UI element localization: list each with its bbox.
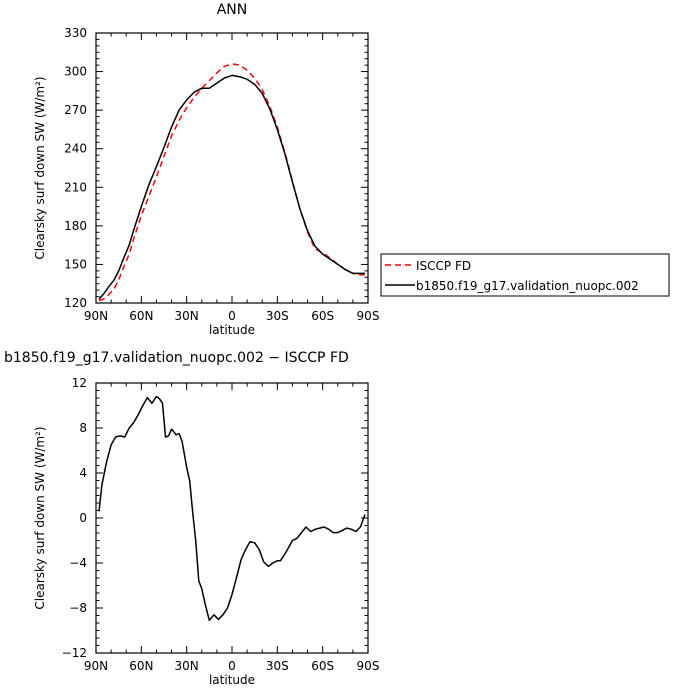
y-tick-label: 150 <box>64 257 87 271</box>
plot-frame <box>95 382 369 654</box>
x-tick-label: 30N <box>175 309 199 323</box>
y-tick-label: 4 <box>79 466 87 480</box>
x-tick-label: 60N <box>129 309 153 323</box>
x-tick-label: 30S <box>266 309 289 323</box>
y-tick-label: 210 <box>64 180 87 194</box>
series-line-1 <box>98 74 365 300</box>
legend: ISCCP FD b1850.f19_g17.validation_nuopc.0… <box>380 253 670 297</box>
y-tick-label: 0 <box>79 511 87 525</box>
series-line-0 <box>98 395 366 622</box>
y-tick-label: 240 <box>64 142 87 156</box>
x-tick-label: 60S <box>311 309 334 323</box>
y-tick-label: 300 <box>64 65 87 79</box>
x-tick-label: 0 <box>228 659 236 673</box>
y-tick-label: 12 <box>72 376 87 390</box>
y-tick-label: 120 <box>64 296 87 310</box>
chart-title: b1850.f19_g17.validation_nuopc.002 − ISC… <box>4 350 349 366</box>
x-tick-label: 0 <box>228 309 236 323</box>
y-axis-label: Clearsky surf down SW (W/m²) <box>33 426 47 609</box>
y-tick-label: −12 <box>62 646 87 660</box>
legend-box <box>380 253 670 297</box>
y-tick-label: −4 <box>69 556 87 570</box>
x-tick-label: 60N <box>129 659 153 673</box>
y-axis-label: Clearsky surf down SW (W/m²) <box>33 76 47 259</box>
y-tick-label: 330 <box>64 26 87 40</box>
y-tick-label: 180 <box>64 219 87 233</box>
y-tick-label: 8 <box>79 421 87 435</box>
x-tick-label: 90N <box>84 309 108 323</box>
x-tick-label: 90S <box>357 659 380 673</box>
plot-frame <box>95 32 369 304</box>
series-line-0 <box>98 63 365 302</box>
x-axis-label: latitude <box>209 673 255 687</box>
x-tick-label: 90N <box>84 659 108 673</box>
y-tick-label: 270 <box>64 103 87 117</box>
legend-label-1: b1850.f19_g17.validation_nuopc.002 <box>416 279 639 293</box>
x-tick-label: 30N <box>175 659 199 673</box>
top-panel-chart: ANN 90N 60N 30N 0 30S 60S 90S 120 150 180 210 240 270… <box>33 2 379 337</box>
x-tick-label: 60S <box>311 659 334 673</box>
y-tick-label: −8 <box>69 601 87 615</box>
x-tick-label: 30S <box>266 659 289 673</box>
x-axis-label: latitude <box>209 323 255 337</box>
difference-panel-chart: b1850.f19_g17.validation_nuopc.002 − ISC… <box>4 350 379 687</box>
legend-label-0: ISCCP FD <box>416 259 471 273</box>
x-tick-label: 90S <box>357 309 380 323</box>
chart-title: ANN <box>217 2 248 18</box>
